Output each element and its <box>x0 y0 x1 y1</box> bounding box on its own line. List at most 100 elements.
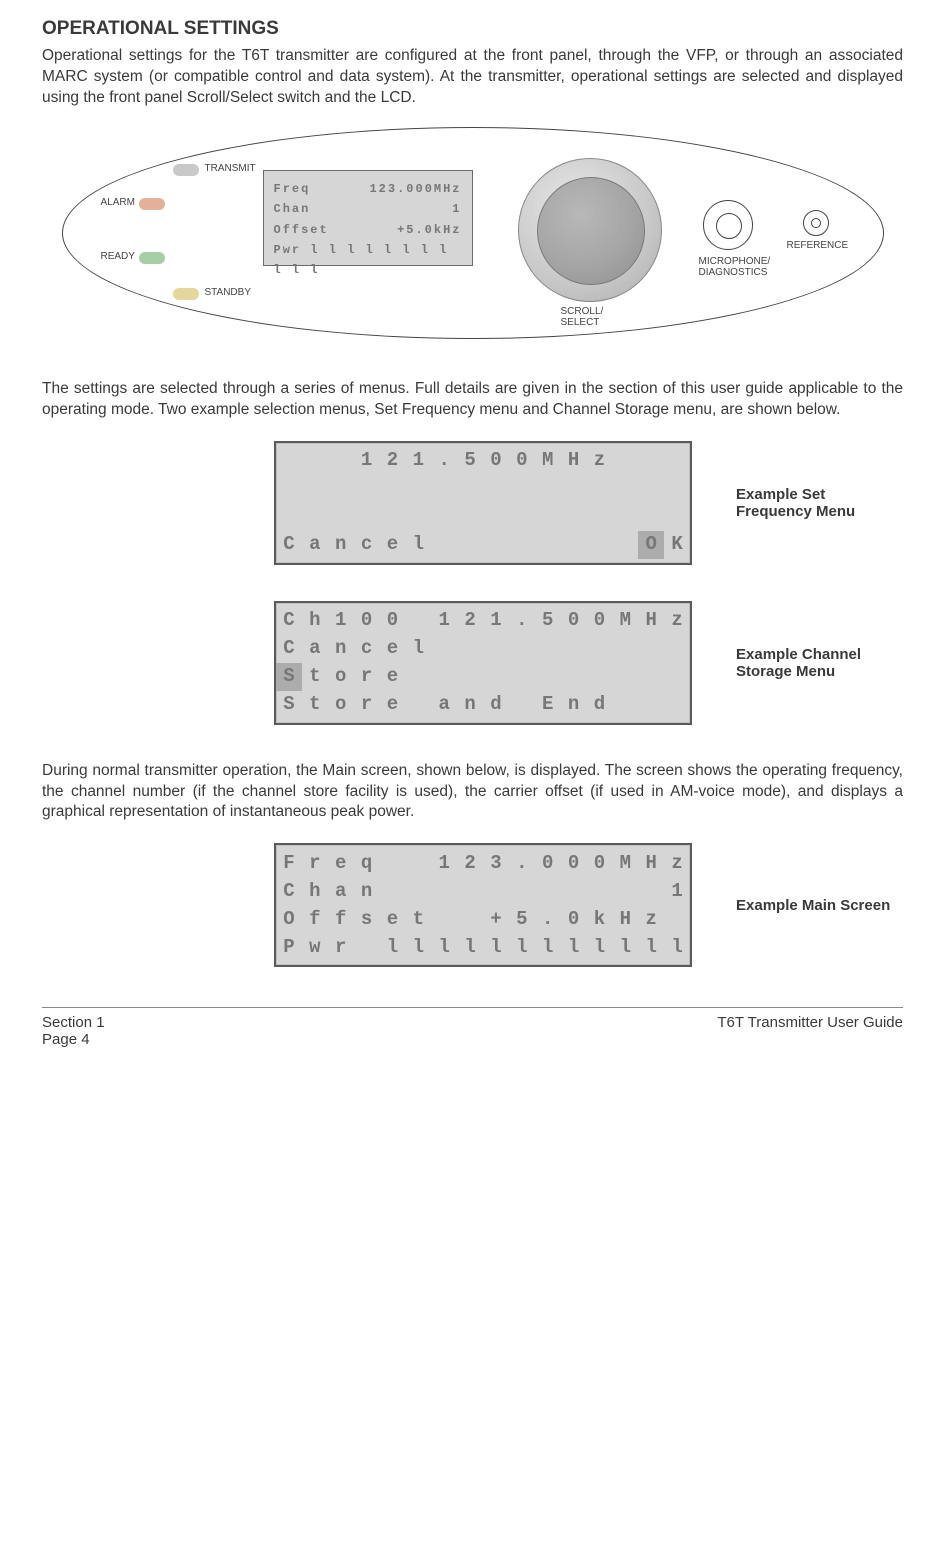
lcd-cell: t <box>405 905 431 933</box>
lcd-cell <box>509 503 535 531</box>
lcd-cell: 1 <box>431 849 457 877</box>
lcd-cell: 0 <box>587 849 613 877</box>
lcd-cell: S <box>276 663 302 691</box>
main-screen-lcd: Freq 123.000MHzChan 1Offset +5.0kHz Pwr … <box>274 843 692 967</box>
lcd-cell: r <box>354 663 380 691</box>
lcd-cell <box>405 475 431 503</box>
page-footer: Section 1 Page 4 T6T Transmitter User Gu… <box>42 1007 903 1048</box>
lcd-cell <box>328 503 354 531</box>
lcd-cell: l <box>405 531 431 559</box>
lcd-cell: H <box>561 447 587 475</box>
lcd-cell <box>561 503 587 531</box>
lcd-cell <box>587 475 613 503</box>
lcd-cell: 2 <box>457 607 483 635</box>
lcd-cell: l <box>405 933 431 961</box>
lcd-cell: t <box>302 691 328 719</box>
lcd-cell <box>664 691 690 719</box>
lcd-cell: M <box>612 849 638 877</box>
lcd-cell: l <box>431 933 457 961</box>
lcd-cell <box>561 877 587 905</box>
lcd-cell <box>380 849 406 877</box>
lcd-cell <box>612 531 638 559</box>
lcd-cell <box>354 933 380 961</box>
menus-intro-paragraph: The settings are selected through a seri… <box>42 379 903 421</box>
lcd-cell <box>302 447 328 475</box>
lcd-cell: o <box>328 663 354 691</box>
lcd-cell <box>509 877 535 905</box>
lcd-cell: e <box>328 849 354 877</box>
lcd-cell: f <box>328 905 354 933</box>
lcd-cell: e <box>380 531 406 559</box>
standby-led-label: STANDBY <box>205 287 252 298</box>
lcd-cell: H <box>612 905 638 933</box>
lcd-cell: C <box>276 877 302 905</box>
lcd-cell: l <box>612 933 638 961</box>
lcd-cell <box>612 877 638 905</box>
lcd-cell: 1 <box>664 877 690 905</box>
lcd-cell: 0 <box>561 607 587 635</box>
reference-port[interactable] <box>803 210 829 236</box>
lcd-cell: c <box>354 531 380 559</box>
footer-section: Section 1 <box>42 1014 105 1031</box>
intro-paragraph: Operational settings for the T6T transmi… <box>42 46 903 109</box>
lcd-cell: F <box>276 849 302 877</box>
lcd-cell: l <box>483 933 509 961</box>
lcd-cell <box>587 531 613 559</box>
lcd-cell: 0 <box>535 849 561 877</box>
lcd-cell <box>535 531 561 559</box>
lcd-cell <box>612 691 638 719</box>
lcd-cell: 3 <box>483 849 509 877</box>
lcd-cell: 1 <box>483 607 509 635</box>
ready-led-label: READY <box>101 251 135 262</box>
lcd-cell <box>431 905 457 933</box>
lcd-cell <box>587 663 613 691</box>
lcd-cell <box>535 877 561 905</box>
microphone-port[interactable] <box>703 200 753 250</box>
lcd-cell: . <box>535 905 561 933</box>
lcd-cell <box>664 447 690 475</box>
lcd-cell: h <box>302 607 328 635</box>
lcd-cell: n <box>328 531 354 559</box>
lcd-cell <box>587 635 613 663</box>
footer-guide-title: T6T Transmitter User Guide <box>717 1014 903 1048</box>
lcd-cell: C <box>276 531 302 559</box>
lcd-cell: a <box>431 691 457 719</box>
lcd-cell <box>431 531 457 559</box>
lcd-cell: 0 <box>587 607 613 635</box>
lcd-cell <box>431 877 457 905</box>
lcd-cell <box>509 531 535 559</box>
lcd-cell <box>483 635 509 663</box>
lcd-cell <box>276 447 302 475</box>
lcd-cell: M <box>535 447 561 475</box>
lcd-cell: z <box>638 905 664 933</box>
lcd-cell: 1 <box>405 447 431 475</box>
lcd-cell: z <box>664 849 690 877</box>
lcd-cell: 1 <box>431 607 457 635</box>
lcd-cell: c <box>354 635 380 663</box>
lcd-cell: d <box>587 691 613 719</box>
lcd-cell <box>328 447 354 475</box>
lcd-cell <box>302 475 328 503</box>
lcd-cell <box>380 877 406 905</box>
ready-led <box>139 252 165 264</box>
scroll-select-knob[interactable] <box>518 158 662 302</box>
lcd-cell: . <box>509 607 535 635</box>
lcd-cell <box>405 849 431 877</box>
lcd-cell: n <box>328 635 354 663</box>
lcd-cell <box>561 635 587 663</box>
main-screen-paragraph: During normal transmitter operation, the… <box>42 761 903 824</box>
lcd-cell <box>380 503 406 531</box>
lcd-cell: 1 <box>354 447 380 475</box>
lcd-cell: a <box>328 877 354 905</box>
lcd-cell: C <box>276 635 302 663</box>
lcd-cell <box>405 503 431 531</box>
lcd-cell <box>612 475 638 503</box>
lcd-cell <box>302 503 328 531</box>
lcd-cell <box>664 475 690 503</box>
alarm-led <box>139 198 165 210</box>
lcd-cell <box>354 475 380 503</box>
lcd-cell: . <box>509 849 535 877</box>
lcd-cell: l <box>664 933 690 961</box>
lcd-cell <box>638 635 664 663</box>
lcd-cell: e <box>380 635 406 663</box>
